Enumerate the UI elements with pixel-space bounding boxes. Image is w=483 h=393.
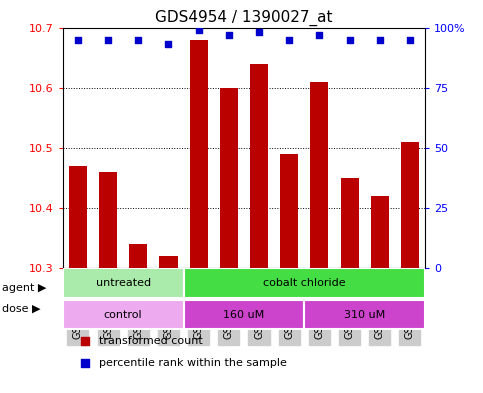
- Bar: [99, 172, 117, 268]
- Text: transformed count: transformed count: [99, 336, 203, 346]
- Bar: [159, 256, 178, 268]
- Point: [438, 250, 445, 257]
- Point: [225, 31, 233, 38]
- Bar: [189, 40, 208, 268]
- Point: [255, 29, 263, 35]
- Bar: [63, 299, 184, 329]
- Bar: [184, 299, 304, 329]
- Point: [376, 37, 384, 43]
- Point: [195, 27, 202, 33]
- Text: 310 uM: 310 uM: [344, 310, 385, 320]
- Bar: [184, 268, 425, 298]
- Point: [346, 37, 354, 43]
- Point: [438, 54, 445, 60]
- Bar: [220, 88, 238, 268]
- Text: agent ▶: agent ▶: [2, 283, 47, 293]
- Bar: [401, 141, 419, 268]
- Text: cobalt chloride: cobalt chloride: [263, 278, 346, 288]
- Point: [315, 31, 323, 38]
- Bar: [341, 178, 358, 268]
- Bar: [280, 154, 298, 268]
- Text: untreated: untreated: [96, 278, 151, 288]
- Point: [74, 37, 82, 43]
- Text: dose ▶: dose ▶: [2, 303, 41, 314]
- Bar: [250, 64, 268, 268]
- Bar: [311, 81, 328, 268]
- Bar: [69, 165, 87, 268]
- Bar: [304, 299, 425, 329]
- Bar: [129, 244, 147, 268]
- Point: [134, 37, 142, 43]
- Bar: [371, 196, 389, 268]
- Text: 160 uM: 160 uM: [223, 310, 265, 320]
- Point: [165, 41, 172, 48]
- Bar: [63, 268, 184, 298]
- Title: GDS4954 / 1390027_at: GDS4954 / 1390027_at: [155, 10, 333, 26]
- Text: control: control: [104, 310, 142, 320]
- Text: percentile rank within the sample: percentile rank within the sample: [99, 358, 287, 367]
- Point: [285, 37, 293, 43]
- Point: [406, 37, 414, 43]
- Point: [104, 37, 112, 43]
